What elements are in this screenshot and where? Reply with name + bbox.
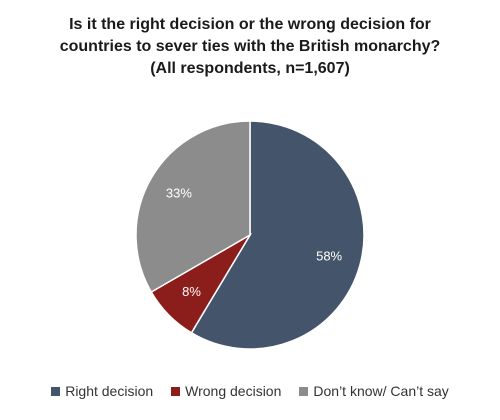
legend: Right decision Wrong decision Don’t know… <box>0 383 500 399</box>
chart-title-line-2: countries to sever ties with the British… <box>59 38 441 55</box>
pie-chart: 58% 8% 33% <box>135 120 365 350</box>
legend-item-wrong-decision: Wrong decision <box>171 383 281 399</box>
legend-swatch-dont-know <box>299 386 309 396</box>
legend-label-dont-know: Don’t know/ Can’t say <box>313 383 449 399</box>
pie-slice-dont-know <box>135 120 251 294</box>
data-label-wrong-decision: 8% <box>182 284 201 299</box>
legend-swatch-wrong-decision <box>171 386 181 396</box>
chart-title-line-1: Is it the right decision or the wrong de… <box>69 16 431 33</box>
legend-item-dont-know: Don’t know/ Can’t say <box>299 383 449 399</box>
data-label-dont-know: 33% <box>166 185 192 200</box>
legend-label-right-decision: Right decision <box>65 383 154 399</box>
legend-item-right-decision: Right decision <box>51 383 153 399</box>
chart-title-line-3: (All respondents, n=1,607) <box>150 60 350 77</box>
legend-label-wrong-decision: Wrong decision <box>185 383 282 399</box>
chart-title: Is it the right decision or the wrong de… <box>0 14 500 80</box>
data-label-right-decision: 58% <box>316 248 342 263</box>
legend-swatch-right-decision <box>51 386 61 396</box>
pie-slice-right-decision <box>190 120 365 350</box>
